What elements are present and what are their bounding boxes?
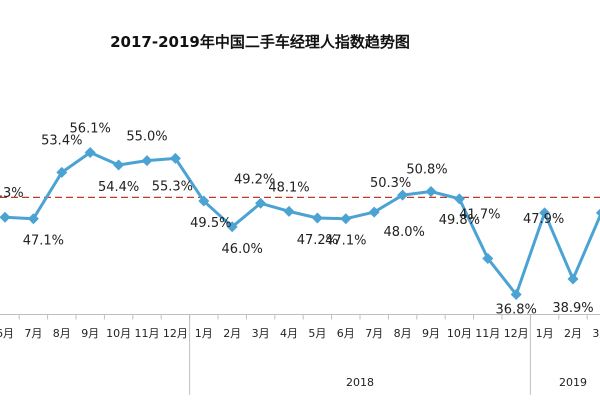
x-tick-label: 10月 [106,327,131,340]
x-tick-label: 7月 [365,327,383,340]
x-tick-label: 2月 [564,327,582,340]
data-point [567,273,579,285]
data-label: 48.3% [0,186,24,201]
data-label: 54.4% [98,180,139,195]
year-label: 2019 [559,376,587,389]
data-label: 47.9% [523,212,564,227]
year-label: 2018 [346,376,374,389]
data-label: 55.3% [152,179,193,194]
data-point [226,221,238,233]
chart-title: 2017-2019年中国二手车经理人指数趋势图 [110,33,410,51]
data-point [169,152,181,164]
data-label: 49.8% [439,213,480,228]
data-point [27,213,39,225]
x-tick-label: 9月 [81,327,99,340]
x-tick-label: 10月 [447,327,472,340]
data-label: 48.0% [384,225,425,240]
x-tick-label: 1月 [536,327,554,340]
data-label: 47.1% [325,234,366,249]
x-tick-label: 1月 [195,327,213,340]
x-tick-label: 3月 [592,327,600,340]
x-tick-label: 11月 [135,327,160,340]
x-tick-label: 9月 [422,327,440,340]
x-tick-label: 8月 [394,327,412,340]
series-line [4,151,600,296]
data-label: 47.1% [23,234,64,249]
x-tick-label: 12月 [504,327,529,340]
data-point [113,159,125,171]
data-point [425,185,437,197]
x-tick-label: 6月 [0,327,14,340]
data-label: 50.8% [406,162,447,177]
x-tick-label: 4月 [280,327,298,340]
data-point [0,211,11,223]
data-label: 56.1% [70,122,111,137]
x-tick-label: 7月 [24,327,42,340]
x-tick-label: 3月 [252,327,270,340]
x-tick-label: 12月 [163,327,188,340]
data-point [539,207,551,219]
data-label: 38.9% [552,301,593,316]
data-point [453,193,465,205]
data-point [141,155,153,167]
plot-area: 6月7月8月9月10月11月12月1月2月3月4月5月6月7月8月9月10月11… [0,122,600,395]
x-tick-label: 5月 [308,327,326,340]
data-label: 41.7% [459,207,500,222]
data-label: 50.3% [370,176,411,191]
x-tick-label: 8月 [53,327,71,340]
x-tick-label: 11月 [475,327,500,340]
data-point [283,205,295,217]
data-point [595,208,600,217]
data-point [397,189,409,201]
data-point [311,212,323,224]
data-point [84,147,96,158]
data-point [56,166,68,178]
data-label: 47.2% [297,233,338,248]
data-point [255,197,267,209]
data-label: 36.8% [496,303,537,318]
data-point [198,195,210,207]
data-point [510,289,522,300]
data-label: 46.0% [222,242,263,257]
data-point [482,252,494,264]
data-label: 49.2% [234,172,275,187]
data-label: 53.4% [41,133,82,148]
data-label: 55.0% [126,130,167,145]
x-tick-label: 2月 [223,327,241,340]
data-label: 49.5% [190,216,231,231]
data-label: 48.1% [268,180,309,195]
x-tick-label: 6月 [337,327,355,340]
data-point [340,213,352,225]
data-point [368,206,380,218]
